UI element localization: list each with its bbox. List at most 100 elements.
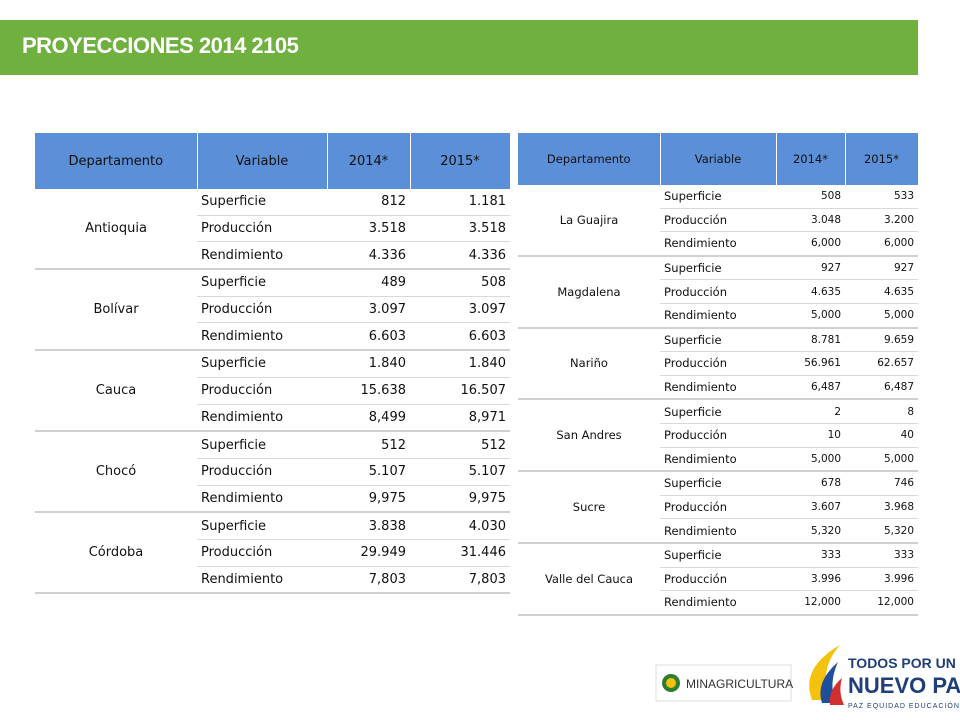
value-cell: 31.446 xyxy=(410,539,510,567)
row: Producción 15.638 16.507 xyxy=(35,377,510,405)
value-cell: 4.336 xyxy=(410,241,510,271)
variable-cell: Superficie xyxy=(197,512,327,540)
value-cell: 489 xyxy=(327,269,410,297)
flag-yellow xyxy=(809,645,840,700)
value-cell: 508 xyxy=(776,185,845,209)
value-cell: 1.840 xyxy=(327,350,410,378)
value-cell: 10 xyxy=(776,423,845,448)
group-cell: Cauca xyxy=(35,350,197,433)
variable-cell: Rendimiento xyxy=(197,322,327,352)
value-cell: 9,975 xyxy=(327,485,410,514)
row: Bolívar Superficie 489 508 xyxy=(35,269,510,352)
variable-cell: Superficie xyxy=(660,542,776,568)
value-cell: 8,499 xyxy=(327,404,410,433)
variable-cell: Rendimiento xyxy=(197,566,327,595)
group-cell: San Andres xyxy=(518,399,660,473)
value-cell: 9.659 xyxy=(845,327,918,353)
group-cell: Magdalena xyxy=(518,255,660,329)
row: Producción 3.048 3.200 xyxy=(518,208,918,233)
row: Producción 3.607 3.968 xyxy=(518,495,918,520)
value-cell: 3.838 xyxy=(327,512,410,540)
variable-cell: Rendimiento xyxy=(660,303,776,329)
value-cell: 6,000 xyxy=(845,231,918,257)
variable-cell: Superficie xyxy=(197,189,327,216)
value-cell: 3.518 xyxy=(327,215,410,243)
value-cell: 8.781 xyxy=(776,327,845,353)
row: La Guajira Superficie 508 533 xyxy=(518,185,918,257)
row: Antioquia Superficie 812 1.181 xyxy=(35,189,510,271)
group-cell: Antioquia xyxy=(35,189,197,271)
variable-cell: Rendimiento xyxy=(660,231,776,257)
value-cell: 5,000 xyxy=(845,303,918,329)
value-cell: 5,320 xyxy=(845,518,918,544)
value-cell: 5,320 xyxy=(776,518,845,544)
value-cell: 5,000 xyxy=(776,447,845,473)
row: Rendimiento 6,000 6,000 xyxy=(518,231,918,257)
value-cell: 508 xyxy=(410,269,510,297)
row: Rendimiento 8,499 8,971 xyxy=(35,404,510,433)
value-cell: 62.657 xyxy=(845,351,918,376)
row: Cauca Superficie 1.840 1.840 xyxy=(35,350,510,433)
row: San Andres Superficie 2 8 xyxy=(518,399,918,473)
row: Producción 29.949 31.446 xyxy=(35,539,510,567)
variable-cell: Producción xyxy=(660,351,776,376)
group-cell: Valle del Cauca xyxy=(518,542,660,616)
value-cell: 6,487 xyxy=(776,375,845,401)
header-row: Departamento Variable 2014* 2015* xyxy=(35,133,511,189)
variable-cell: Producción xyxy=(660,495,776,520)
ministry-emblem xyxy=(662,674,680,692)
row: Producción 10 40 xyxy=(518,423,918,448)
value-cell: 533 xyxy=(845,185,918,209)
header-cell: Variable xyxy=(197,133,328,189)
group-cell: Córdoba xyxy=(35,512,197,595)
value-cell: 56.961 xyxy=(776,351,845,376)
header-row: Departamento Variable 2014* 2015* xyxy=(518,133,919,185)
variable-cell: Superficie xyxy=(197,269,327,297)
value-cell: 333 xyxy=(845,542,918,568)
row: Valle del Cauca Superficie 333 333 xyxy=(518,542,918,616)
row: Producción 56.961 62.657 xyxy=(518,351,918,376)
variable-cell: Producción xyxy=(660,423,776,448)
ministry-emblem-inner xyxy=(666,678,676,688)
variable-cell: Rendimiento xyxy=(660,590,776,616)
row: Rendimiento 6,487 6,487 xyxy=(518,375,918,401)
row: Producción 3.518 3.518 xyxy=(35,215,510,243)
value-cell: 746 xyxy=(845,471,918,496)
row: Producción 5.107 5.107 xyxy=(35,458,510,486)
group-cell: La Guajira xyxy=(518,185,660,257)
row: Producción 3.097 3.097 xyxy=(35,296,510,324)
row: Córdoba Superficie 3.838 4.030 xyxy=(35,512,510,595)
value-cell: 678 xyxy=(776,471,845,496)
variable-cell: Superficie xyxy=(197,431,327,459)
variable-cell: Producción xyxy=(197,377,327,405)
variable-cell: Producción xyxy=(197,296,327,324)
variable-cell: Producción xyxy=(660,279,776,304)
value-cell: 8,971 xyxy=(410,404,510,433)
variable-cell: Superficie xyxy=(660,255,776,281)
row: Rendimiento 5,320 5,320 xyxy=(518,518,918,544)
variable-cell: Producción xyxy=(197,458,327,486)
value-cell: 5,000 xyxy=(845,447,918,473)
row: Rendimiento 12,000 12,000 xyxy=(518,590,918,616)
ministry-name: MINAGRICULTURA xyxy=(686,677,793,691)
variable-cell: Producción xyxy=(660,208,776,233)
value-cell: 16.507 xyxy=(410,377,510,405)
variable-cell: Producción xyxy=(197,215,327,243)
header-cell: 2015* xyxy=(410,133,511,189)
value-cell: 4.336 xyxy=(327,241,410,271)
value-cell: 5,000 xyxy=(776,303,845,329)
variable-cell: Superficie xyxy=(197,350,327,378)
table-left: Departamento Variable 2014* 2015* Antioquia S… xyxy=(35,133,511,595)
header-cell: 2015* xyxy=(845,133,919,185)
value-cell: 5.107 xyxy=(410,458,510,486)
slogan-sub: PAZ EQUIDAD EDUCACIÓN xyxy=(848,701,960,710)
row: Producción 4.635 4.635 xyxy=(518,279,918,304)
flag-blue xyxy=(820,662,838,703)
value-cell: 927 xyxy=(845,255,918,281)
value-cell: 812 xyxy=(327,189,410,216)
slogan-top: TODOS POR UN xyxy=(848,655,956,671)
row: Nariño Superficie 8.781 9.659 xyxy=(518,327,918,401)
value-cell: 8 xyxy=(845,399,918,424)
variable-cell: Rendimiento xyxy=(197,241,327,271)
